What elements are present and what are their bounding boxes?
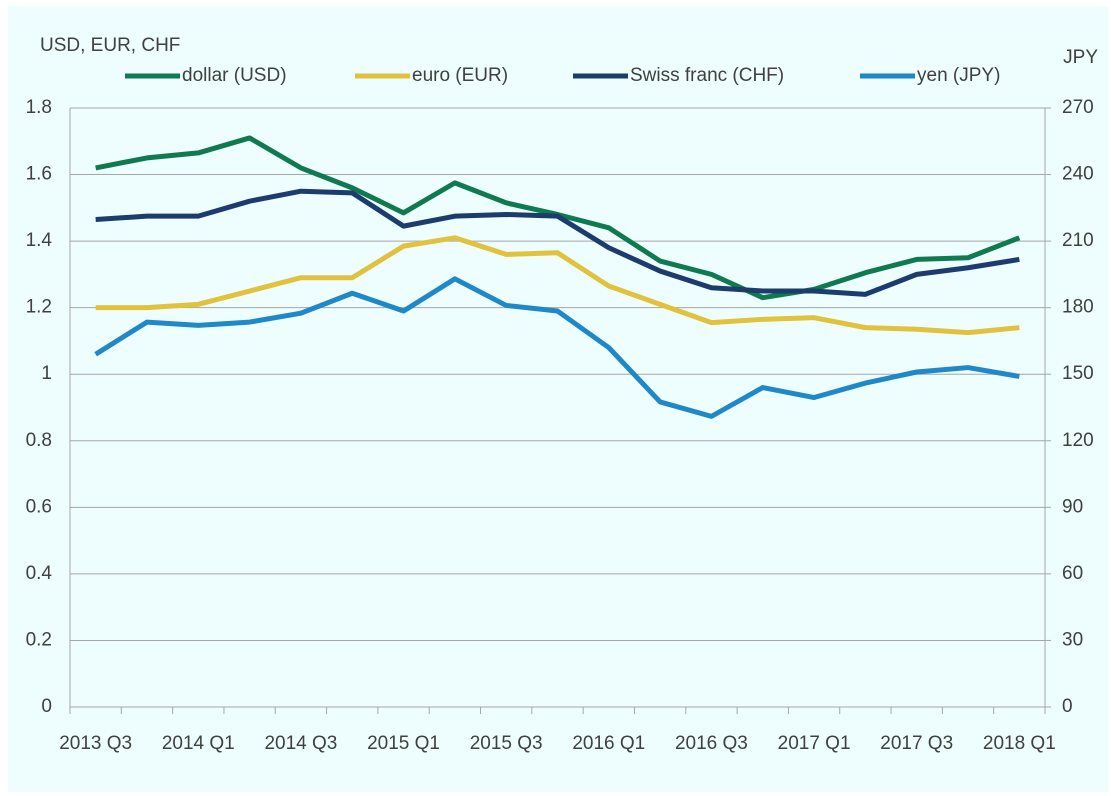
y-tick-label: 0.4 (26, 563, 53, 584)
y2-tick-label: 240 (1062, 164, 1094, 185)
legend-label: dollar (USD) (182, 65, 287, 86)
y2-tick-label: 120 (1062, 430, 1094, 451)
legend-label: yen (JPY) (917, 65, 1000, 86)
y2-tick-label: 180 (1062, 297, 1094, 318)
y2-tick-label: 0 (1062, 696, 1073, 717)
x-tick-label: 2015 Q1 (367, 733, 440, 754)
x-tick-label: 2016 Q1 (572, 733, 645, 754)
x-tick-label: 2017 Q3 (880, 733, 953, 754)
y-tick-label: 1 (41, 363, 52, 384)
x-tick-label: 2014 Q3 (264, 733, 337, 754)
y2-tick-label: 150 (1062, 363, 1094, 384)
x-tick-label: 2018 Q1 (983, 733, 1056, 754)
x-tick-label: 2017 Q1 (778, 733, 851, 754)
series-line (95, 235, 1020, 336)
x-tick-label: 2016 Q3 (675, 733, 748, 754)
y-tick-label: 0.2 (26, 629, 52, 650)
legend-label: euro (EUR) (412, 65, 508, 86)
y-tick-label: 1.4 (26, 230, 53, 251)
series-line (94, 276, 1020, 419)
y-tick-label: 1.2 (26, 297, 52, 318)
y2-tick-label: 90 (1062, 496, 1083, 517)
y2-tick-label: 30 (1062, 629, 1083, 650)
x-tick-label: 2015 Q3 (470, 733, 543, 754)
y-tick-label: 0.6 (26, 496, 52, 517)
legend-label: Swiss franc (CHF) (630, 65, 784, 86)
y-tick-label: 1.8 (26, 97, 52, 118)
y-tick-label: 0.8 (26, 430, 52, 451)
chart-background (8, 6, 1108, 792)
y2-tick-label: 210 (1062, 230, 1094, 251)
y-axis-label: USD, EUR, CHF (40, 35, 180, 56)
y-tick-label: 0 (41, 696, 52, 717)
x-tick-label: 2014 Q1 (162, 733, 235, 754)
y2-tick-label: 270 (1062, 97, 1094, 118)
x-tick-label: 2013 Q3 (59, 733, 132, 754)
y2-axis-label: JPY (1063, 47, 1098, 68)
y-tick-label: 1.6 (26, 164, 52, 185)
series-line (95, 188, 1020, 297)
y2-tick-label: 60 (1062, 563, 1083, 584)
